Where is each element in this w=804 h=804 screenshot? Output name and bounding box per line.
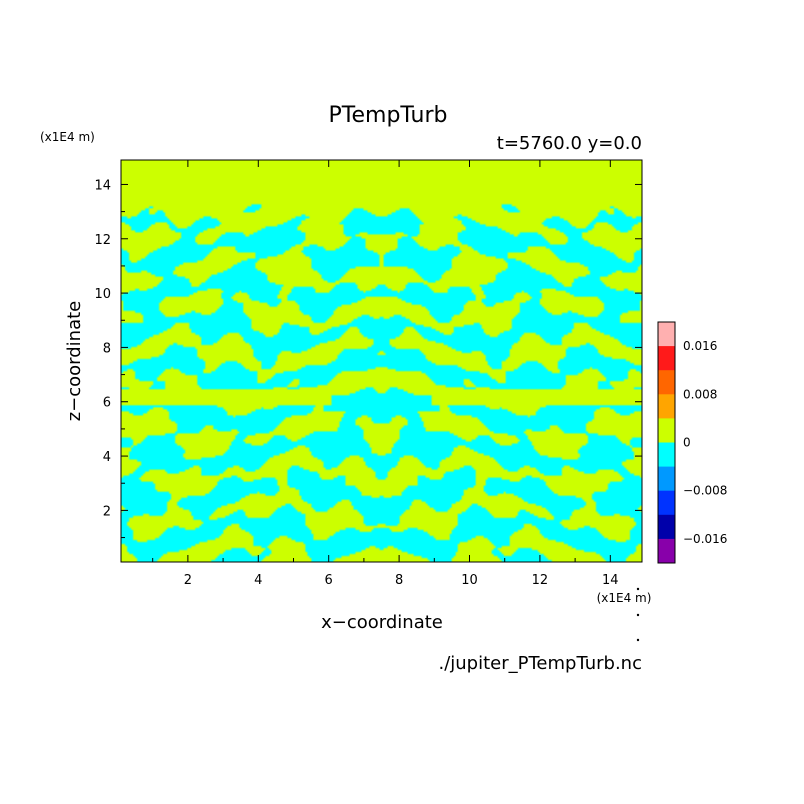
colorbar-swatch: [658, 490, 675, 516]
chart-subtitle: t=5760.0 y=0.0: [497, 133, 642, 154]
marker-dot: [636, 638, 640, 642]
chart-title: PTempTurb: [329, 103, 448, 128]
marker-dot: [636, 613, 640, 617]
x-tick-label: 6: [325, 573, 333, 588]
y-axis-label: z−coordinate: [64, 301, 85, 422]
colorbar-swatch: [658, 538, 675, 564]
x-tick-label: 10: [461, 573, 478, 588]
y-axis: 2 4 6 8 10 12 14: [94, 178, 642, 539]
colorbar-tick-label: 0.008: [683, 387, 717, 401]
colorbar-swatch: [658, 346, 675, 371]
colorbar-swatch: [658, 514, 675, 540]
colorbar-tick-label: 0.016: [683, 339, 717, 353]
heatmap-image: [121, 160, 642, 562]
x-unit-label: (x1E4 m): [597, 591, 652, 605]
y-tick-label: 4: [103, 450, 111, 465]
y-tick-label: 6: [103, 396, 111, 411]
z-unit-label: (x1E4 m): [40, 130, 95, 144]
x-tick-label: 4: [254, 573, 262, 588]
y-tick-label: 14: [94, 178, 111, 193]
x-axis-label: x−coordinate: [321, 612, 443, 633]
x-tick-label: 8: [395, 573, 403, 588]
heatmap-field: [121, 160, 642, 562]
x-tick-label: 12: [532, 573, 549, 588]
y-tick-label: 10: [94, 287, 111, 302]
y-tick-label: 2: [103, 504, 111, 519]
x-axis: 2 4 6 8 10 12 14: [152, 160, 619, 588]
colorbar-tick-label: 0: [683, 436, 691, 450]
colorbar-swatch: [658, 322, 675, 347]
plot-frame: [120, 159, 643, 563]
x-tick-label: 2: [184, 573, 192, 588]
colorbar-frame: [657, 321, 676, 564]
x-tick-label: 14: [602, 573, 619, 588]
y-tick-label: 8: [103, 341, 111, 356]
colorbar-swatch: [658, 442, 675, 468]
colorbar: 0.016 0.008 0 −0.008 −0.016: [657, 321, 727, 564]
colorbar-tick-label: −0.016: [683, 532, 727, 546]
colorbar-swatch: [658, 370, 675, 395]
colorbar-swatch: [658, 466, 675, 492]
y-tick-label: 12: [94, 233, 111, 248]
colorbar-swatch: [658, 394, 675, 419]
colorbar-tick-label: −0.008: [683, 484, 727, 498]
marker-dot: [636, 587, 640, 591]
colorbar-swatch: [658, 418, 675, 443]
source-file-label: ./jupiter_PTempTurb.nc: [438, 653, 642, 674]
